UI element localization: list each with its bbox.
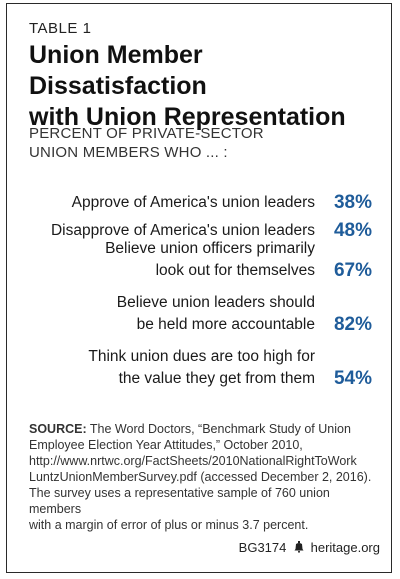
source-url-line-1[interactable]: http://www.nrtwc.org/FactSheets/2010Nati… <box>29 454 357 468</box>
subtitle-line-1: PERCENT OF PRIVATE-SECTOR <box>29 125 264 142</box>
table-subtitle: PERCENT OF PRIVATE-SECTOR UNION MEMBERS … <box>29 124 349 162</box>
row-label-line-1: Believe union officers primarily <box>105 240 315 257</box>
row-label-line-1: Approve of America's union leaders <box>71 194 315 211</box>
row-label-line-1: Believe union leaders should <box>116 294 315 311</box>
row-label-line-1: Think union dues are too high for <box>88 348 315 365</box>
row-value: 54% <box>333 368 372 389</box>
table-row: Believe union officers primarily look ou… <box>20 238 375 282</box>
table-frame <box>6 3 392 573</box>
row-label-line-2: look out for themselves <box>155 262 315 279</box>
row-value: 67% <box>333 260 372 281</box>
row-value: 38% <box>333 192 372 213</box>
row-value: 82% <box>333 314 372 335</box>
row-label: Believe union officers primarily look ou… <box>25 238 315 282</box>
source-prefix: SOURCE: <box>29 422 87 436</box>
source-url-line-2[interactable]: LuntzUnionMemberSurvey.pdf (accessed Dec… <box>29 470 372 484</box>
source-note-line-1: The survey uses a representative sample … <box>29 486 330 516</box>
title-line-2: with Union Representation <box>29 103 346 131</box>
site-link[interactable]: heritage.org <box>310 540 380 555</box>
table-label: TABLE 1 <box>29 20 92 37</box>
table-row: Approve of America's union leaders 38% <box>20 170 375 214</box>
row-label: Believe union leaders should be held mor… <box>25 292 315 336</box>
row-label-line-1: Disapprove of America's union leaders <box>50 222 315 239</box>
source-note-line-2: with a margin of error of plus or minus … <box>29 518 309 532</box>
row-value: 48% <box>333 220 372 241</box>
source-note: SOURCE: The Word Doctors, “Benchmark Stu… <box>29 421 379 533</box>
row-label-line-2: be held more accountable <box>136 316 315 333</box>
row-label: Think union dues are too high for the va… <box>25 346 315 390</box>
source-text-line-2: Employee Election Year Attitudes,” Octob… <box>29 438 303 452</box>
table-row: Think union dues are too high for the va… <box>20 346 375 390</box>
footer: BG3174 heritage.org <box>239 540 380 555</box>
page-title: Union Member Dissatisfaction with Union … <box>29 40 379 133</box>
row-label: Approve of America's union leaders <box>25 192 315 214</box>
title-line-1: Union Member Dissatisfaction <box>29 41 207 100</box>
table-row: Disapprove of America's union leaders 48… <box>20 198 375 242</box>
subtitle-line-2: UNION MEMBERS WHO ... : <box>29 144 228 161</box>
table-row: Believe union leaders should be held mor… <box>20 292 375 336</box>
row-label-line-2: the value they get from them <box>118 370 315 387</box>
source-text-line-1: The Word Doctors, “Benchmark Study of Un… <box>86 422 351 436</box>
report-code: BG3174 <box>238 540 287 555</box>
liberty-bell-icon <box>294 540 304 555</box>
row-label: Disapprove of America's union leaders <box>25 220 315 242</box>
